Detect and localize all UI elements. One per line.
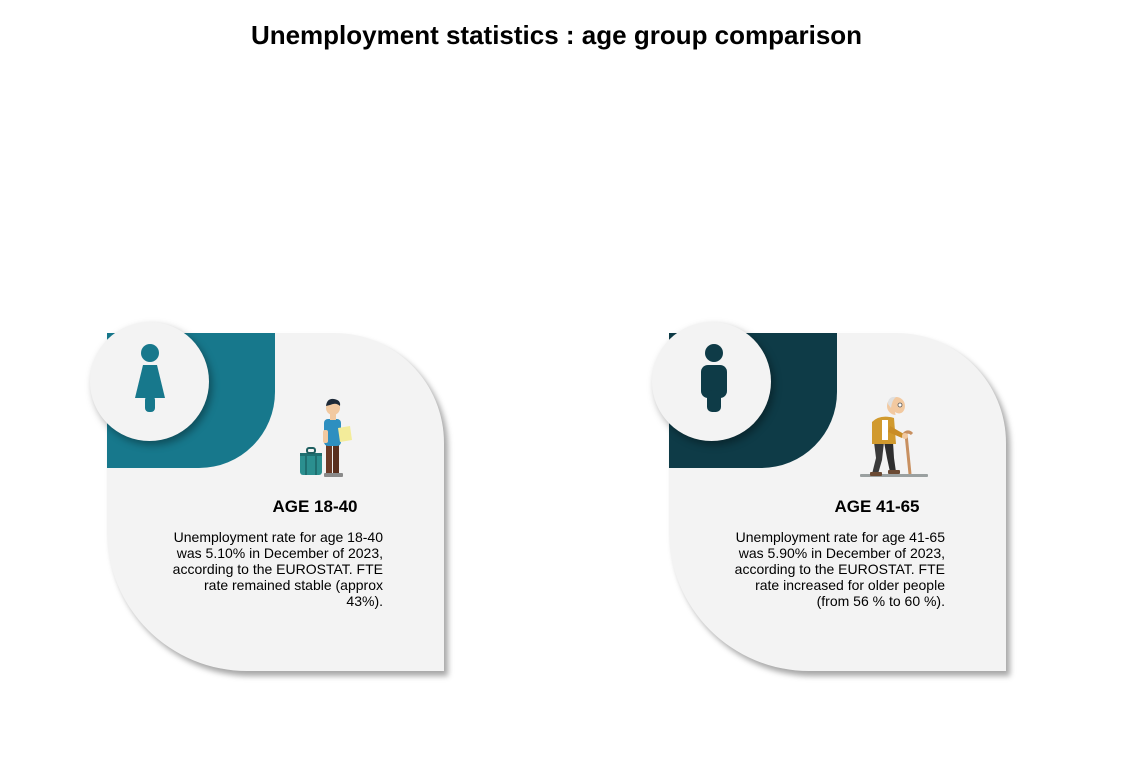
age-card-18-40: AGE 18-40 Unemployment rate for age 18-4… <box>88 322 468 682</box>
person-female-icon <box>135 344 165 412</box>
icon-badge <box>90 322 209 441</box>
icon-badge <box>652 322 771 441</box>
age-group-label: AGE 41-65 <box>834 497 920 516</box>
card-description: Unemployment rate for age 18-40 was 5.10… <box>172 529 383 609</box>
person-male-icon <box>701 344 727 412</box>
young-traveler-illustration <box>300 398 352 477</box>
page-title: Unemployment statistics : age group comp… <box>250 20 863 50</box>
elderly-man-cane-illustration <box>860 396 928 477</box>
age-card-41-65: AGE 41-65 Unemployment rate for age 41-6… <box>650 322 1030 682</box>
age-group-label: AGE 18-40 <box>272 497 358 516</box>
card-description: Unemployment rate for age 41-65 was 5.90… <box>734 529 945 609</box>
